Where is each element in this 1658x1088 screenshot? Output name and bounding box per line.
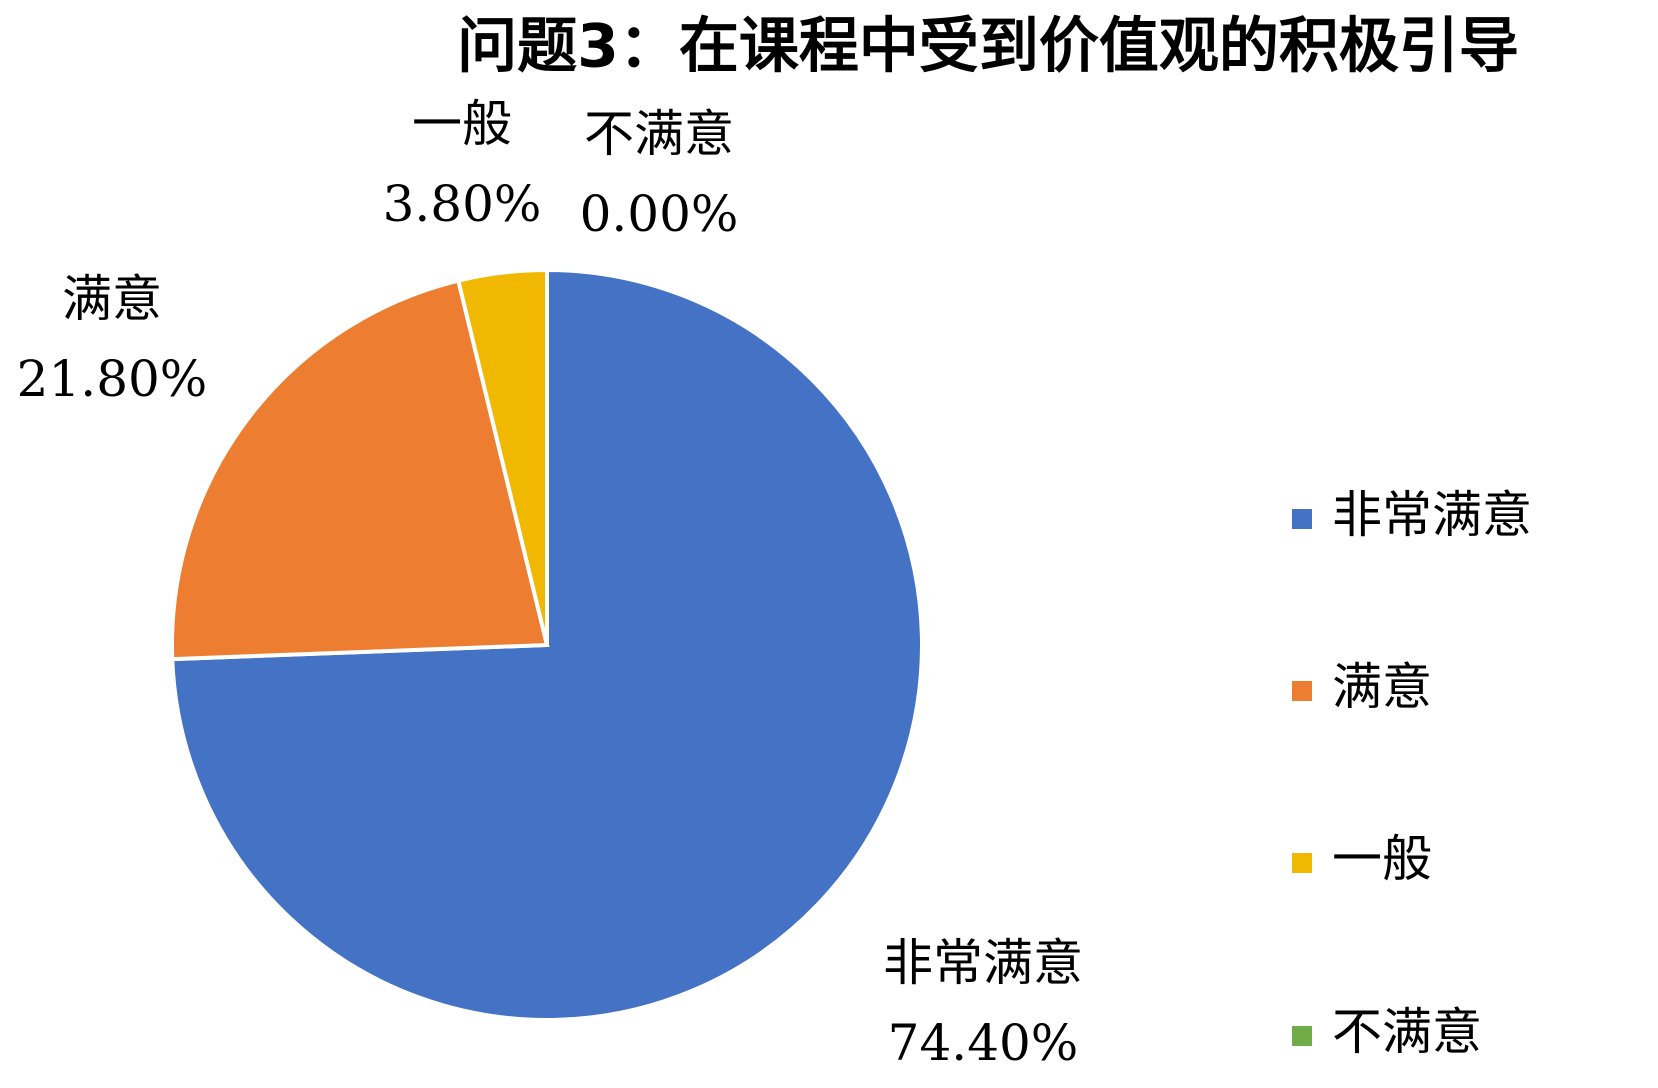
legend-label: 一般 (1332, 830, 1432, 888)
data-label-value: 21.80% (17, 350, 208, 408)
data-label-value: 3.80% (383, 175, 542, 233)
pie-slice (170, 278, 550, 662)
data-label-value: 74.40% (888, 1014, 1079, 1072)
legend-label: 非常满意 (1332, 486, 1532, 544)
data-label-category: 一般 (412, 95, 512, 153)
legend-swatch (1292, 681, 1312, 701)
legend-label: 不满意 (1332, 1003, 1482, 1061)
legend-label: 满意 (1332, 658, 1432, 716)
pie-slice (455, 267, 549, 646)
chart-title: 问题3：在课程中受到价值观的积极引导 (457, 12, 1519, 82)
legend-swatch (1292, 509, 1312, 529)
data-label-category: 不满意 (584, 105, 734, 163)
legend-swatch (1292, 853, 1312, 873)
data-label-category: 非常满意 (883, 934, 1083, 992)
data-label-category: 满意 (62, 270, 162, 328)
legend-swatch (1292, 1026, 1312, 1046)
data-label-value: 0.00% (580, 185, 739, 243)
